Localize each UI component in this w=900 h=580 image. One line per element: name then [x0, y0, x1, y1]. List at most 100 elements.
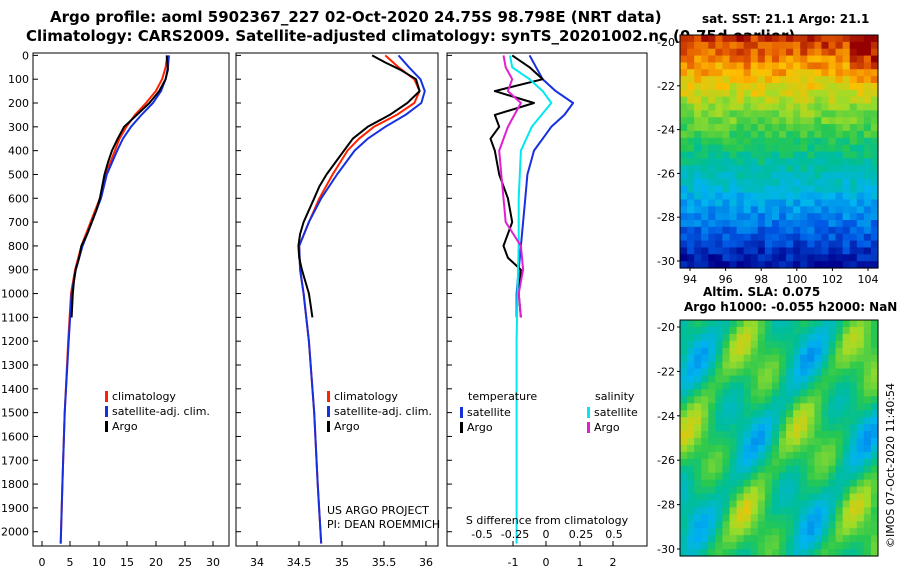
map-cell — [736, 117, 745, 125]
map-cell — [863, 233, 872, 242]
map-cell — [750, 35, 759, 43]
map-cell — [814, 117, 823, 125]
map-cell — [807, 48, 815, 57]
map-cell — [750, 472, 759, 481]
map-cell — [750, 226, 759, 235]
map-cell — [743, 535, 752, 543]
map-cell — [786, 76, 794, 84]
map-cell — [722, 507, 731, 515]
map-cell — [793, 403, 801, 411]
map-cell — [722, 542, 731, 550]
map-cell — [814, 507, 823, 515]
map-cell — [800, 137, 808, 146]
map-cell — [821, 403, 830, 411]
map-cell — [856, 479, 865, 488]
map-cell — [771, 233, 780, 242]
map-cell — [680, 403, 688, 411]
map-cell — [863, 493, 872, 502]
map-cell — [828, 521, 837, 529]
map-cell — [757, 382, 766, 391]
map-cell — [764, 69, 773, 77]
map-cell — [793, 354, 801, 363]
map-cell — [687, 206, 695, 214]
map-cell — [757, 261, 766, 269]
map-cell — [694, 493, 702, 502]
map-cell — [736, 137, 745, 146]
map-cell — [680, 254, 688, 262]
map-cell — [736, 389, 745, 397]
map-cell — [807, 320, 815, 328]
y-tick-label: 1300 — [1, 359, 29, 372]
map-cell — [715, 431, 724, 439]
map-cell — [828, 247, 837, 255]
map-cell — [694, 347, 702, 356]
map-cell — [842, 48, 851, 57]
map-cell — [757, 137, 766, 146]
map-cell — [771, 124, 780, 132]
map-cell — [849, 117, 858, 125]
map-cell — [729, 240, 738, 249]
map-cell — [856, 206, 865, 214]
map-cell — [722, 535, 731, 543]
map-cell — [793, 542, 801, 550]
map-cell — [757, 528, 766, 536]
map-cell — [708, 472, 716, 481]
map-cell — [743, 417, 752, 425]
map-cell — [849, 151, 858, 159]
map-cell — [729, 220, 738, 228]
map-cell — [835, 96, 844, 105]
map-cell — [715, 254, 724, 262]
map-cell — [814, 375, 823, 384]
map-cell — [856, 507, 865, 515]
map-cell — [814, 151, 823, 159]
map-cell — [687, 151, 695, 159]
map-cell — [779, 347, 787, 356]
map-cell — [750, 382, 759, 391]
map-cell — [708, 347, 716, 356]
map-cell — [687, 417, 695, 425]
map-cell — [757, 103, 766, 111]
map-cell — [856, 354, 865, 363]
map-cell — [814, 549, 823, 557]
map-cell — [771, 41, 780, 50]
map-cell — [771, 226, 780, 235]
map-cell — [680, 199, 688, 207]
map-cell — [722, 62, 731, 70]
map-cell — [863, 130, 872, 139]
map-cell — [863, 82, 872, 91]
map-cell — [771, 137, 780, 146]
map-cell — [856, 493, 865, 502]
map-cell — [793, 89, 801, 98]
map-cell — [779, 361, 787, 370]
map-cell — [722, 438, 731, 446]
series-argo — [297, 54, 421, 318]
map-cell — [708, 500, 716, 509]
map-cell — [786, 178, 794, 187]
map-cell — [757, 192, 766, 201]
map-cell — [743, 382, 752, 391]
map-cell — [722, 333, 731, 342]
map-cell — [722, 41, 731, 50]
map-cell — [835, 261, 844, 269]
map-cell — [694, 389, 702, 397]
map-cell — [687, 403, 695, 411]
map-cell — [708, 361, 716, 370]
map-cell — [743, 69, 752, 77]
map-cell — [715, 528, 724, 536]
map-cell — [800, 326, 808, 335]
map-cell — [821, 69, 830, 77]
map-cell — [786, 403, 794, 411]
map-cell — [771, 368, 780, 377]
map-cell — [828, 178, 837, 187]
map-cell — [694, 382, 702, 391]
map-cell — [771, 144, 780, 153]
map-cell — [779, 220, 787, 228]
map-cell — [771, 35, 780, 43]
map-cell — [750, 117, 759, 125]
map-cell — [694, 549, 702, 557]
map-cell — [680, 368, 688, 377]
map-cell — [870, 220, 879, 228]
map-cell — [821, 535, 830, 543]
map-cell — [842, 89, 851, 98]
map-cell — [771, 479, 780, 488]
